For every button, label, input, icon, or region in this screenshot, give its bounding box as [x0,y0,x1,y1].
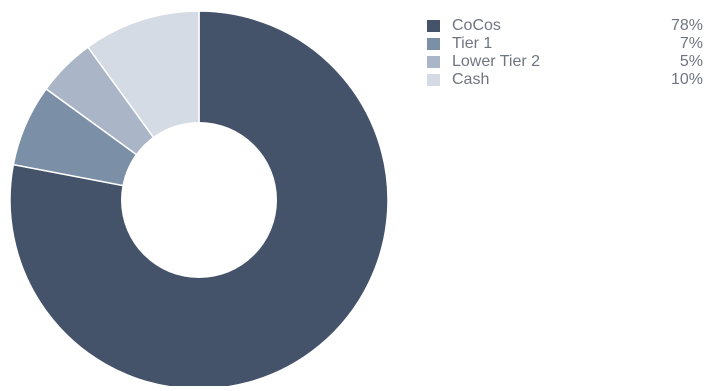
legend-swatch-cocos [427,20,440,32]
legend-label-cocos: CoCos [452,17,501,34]
legend-item-lower-tier-2: Lower Tier 2 5% [427,53,703,71]
legend-label-tier-1: Tier 1 [452,35,493,52]
legend-label-cash: Cash [452,71,490,88]
legend-swatch-cash [427,74,440,86]
legend-item-cash: Cash 10% [427,71,703,89]
legend-value-tier-1: 7% [679,35,703,52]
legend-swatch-tier-1 [427,38,440,50]
legend-value-lower-tier-2: 5% [679,53,703,70]
legend-label-lower-tier-2: Lower Tier 2 [452,53,541,70]
legend-value-cash: 10% [670,71,703,88]
legend-swatch-lower-tier-2 [427,56,440,68]
chart-legend: CoCos 78% Tier 1 7% Lower Tier 2 5% Cash… [427,17,703,89]
donut-hole [121,122,277,278]
legend-item-tier-1: Tier 1 7% [427,35,703,53]
legend-value-cocos: 78% [670,17,703,34]
legend-item-cocos: CoCos 78% [427,17,703,35]
